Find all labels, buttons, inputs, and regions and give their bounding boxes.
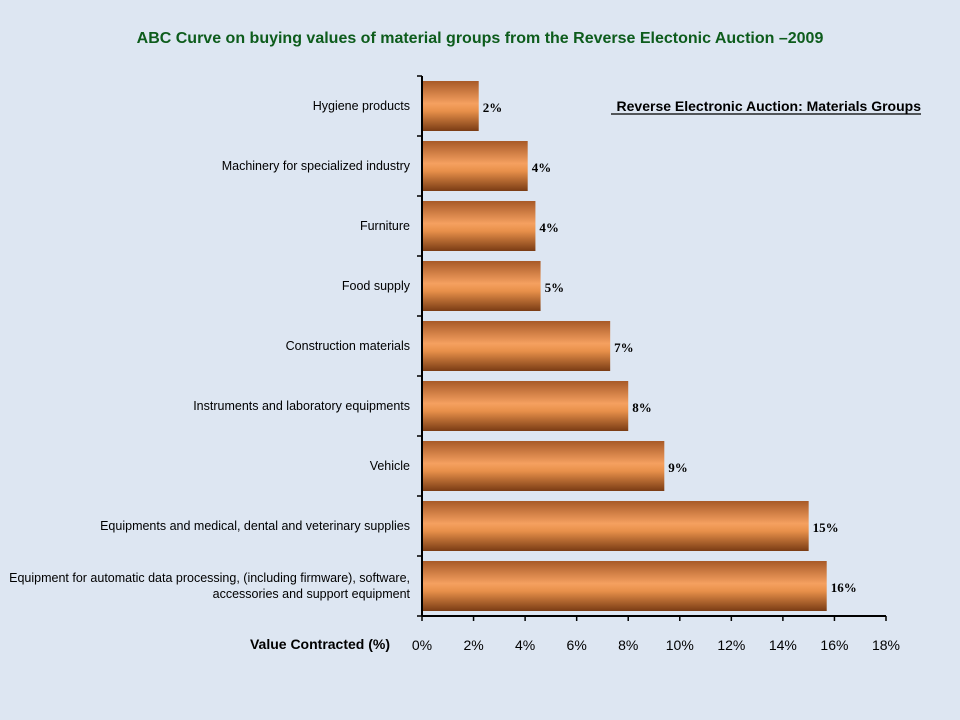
axes xyxy=(417,75,887,621)
category-label: Equipments and medical, dental and veter… xyxy=(100,519,410,533)
category-label-line: Equipment for automatic data processing,… xyxy=(9,571,410,585)
x-tick-label: 4% xyxy=(515,637,535,653)
data-label: 16% xyxy=(831,580,857,595)
x-tick-label: 0% xyxy=(412,637,432,653)
bar xyxy=(422,561,827,611)
category-label: Equipment for automatic data processing,… xyxy=(9,571,410,601)
category-label-line: Furniture xyxy=(360,219,410,233)
x-tick-label: 6% xyxy=(567,637,587,653)
chart-legend-title: Reverse Electronic Auction: Materials Gr… xyxy=(611,98,922,115)
x-tick-labels: 0% 2% 4% 6% 8% 10% 12% 14% 16% 18% xyxy=(412,637,900,653)
chart-title-text: Reverse Electronic Auction: Materials Gr… xyxy=(617,98,922,114)
bars-group xyxy=(422,81,827,611)
bar xyxy=(422,381,629,431)
category-label-line: Machinery for specialized industry xyxy=(222,159,411,173)
bar xyxy=(422,141,528,191)
data-label: 2% xyxy=(483,100,503,115)
category-label-line: Food supply xyxy=(342,279,411,293)
x-tick-label: 10% xyxy=(666,637,694,653)
category-label: Machinery for specialized industry xyxy=(222,159,411,173)
data-label: 4% xyxy=(532,160,552,175)
category-label-line: Equipments and medical, dental and veter… xyxy=(100,519,410,533)
x-tick-label: 2% xyxy=(463,637,483,653)
bar xyxy=(422,501,809,551)
x-axis-title: Value Contracted (%) xyxy=(250,636,390,652)
category-label: Instruments and laboratory equipments xyxy=(193,399,410,413)
category-label: Hygiene products xyxy=(313,99,410,113)
category-label-line: Instruments and laboratory equipments xyxy=(193,399,410,413)
data-label: 8% xyxy=(632,400,652,415)
data-label: 15% xyxy=(813,520,839,535)
x-tick-label: 12% xyxy=(717,637,745,653)
data-label: 7% xyxy=(614,340,634,355)
bar xyxy=(422,261,541,311)
data-label: 9% xyxy=(668,460,688,475)
category-labels: Hygiene products Machinery for specialize… xyxy=(9,99,411,601)
x-tick-label: 14% xyxy=(769,637,797,653)
bar xyxy=(422,321,611,371)
data-label: 4% xyxy=(539,220,559,235)
x-tick-label: 8% xyxy=(618,637,638,653)
bar xyxy=(422,81,479,131)
category-label: Vehicle xyxy=(370,459,410,473)
category-label-line: Construction materials xyxy=(286,339,410,353)
category-label-line: Vehicle xyxy=(370,459,410,473)
x-tick-label: 18% xyxy=(872,637,900,653)
bar xyxy=(422,441,665,491)
category-label-line: Hygiene products xyxy=(313,99,410,113)
bar xyxy=(422,201,536,251)
category-label-line: accessories and support equipment xyxy=(213,587,411,601)
category-label: Food supply xyxy=(342,279,411,293)
value-labels: 2% 4% 4% 5% 7% 8% 9% 15% 16% xyxy=(483,100,857,595)
category-label: Furniture xyxy=(360,219,410,233)
slide-title: ABC Curve on buying values of material g… xyxy=(136,30,824,47)
category-label: Construction materials xyxy=(286,339,410,353)
data-label: 5% xyxy=(545,280,565,295)
x-tick-label: 16% xyxy=(820,637,848,653)
